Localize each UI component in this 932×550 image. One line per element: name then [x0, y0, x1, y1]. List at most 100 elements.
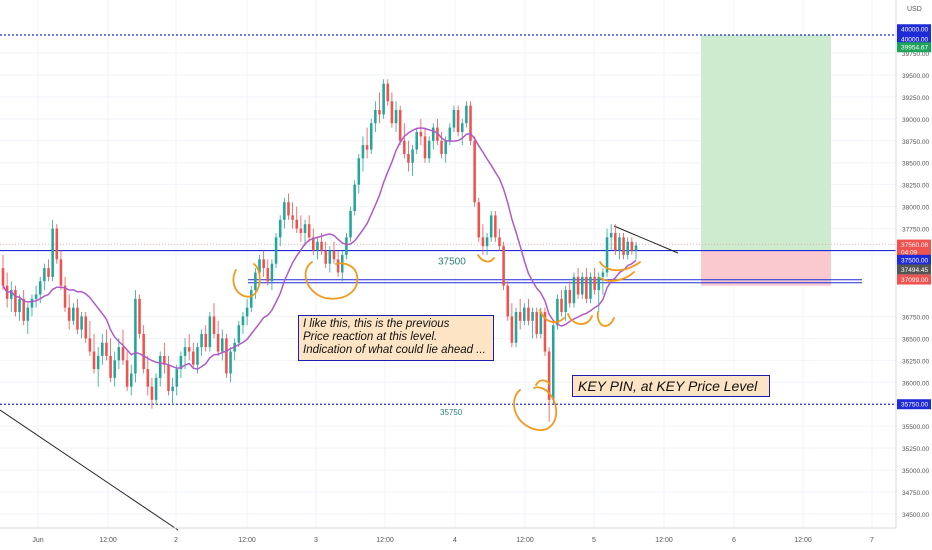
candle-body	[316, 241, 319, 251]
candle-body	[494, 215, 497, 238]
hand-drawn-circle	[596, 311, 615, 327]
candle-body	[192, 351, 195, 365]
candle-body	[473, 140, 476, 203]
candle-body	[440, 140, 443, 154]
time-tick-label: 12:00	[238, 537, 256, 544]
candle-body	[502, 246, 505, 286]
candle-body	[622, 237, 625, 255]
price-tick-label: 38500.00	[902, 161, 929, 168]
candle-body	[270, 263, 274, 282]
candle-body	[580, 276, 584, 295]
candle-body	[485, 237, 489, 247]
price-tag-bg	[897, 254, 931, 265]
candle-body	[266, 268, 270, 282]
candle-body	[390, 101, 394, 124]
price-tag-bg	[897, 274, 931, 285]
candle-body	[477, 202, 481, 238]
candle-body	[283, 202, 286, 220]
candle-body	[576, 276, 580, 295]
candle-body	[26, 307, 30, 321]
candle-body	[349, 211, 352, 238]
hand-drawn-circle	[513, 386, 558, 431]
candle-body	[187, 347, 191, 352]
candle-body	[51, 228, 54, 277]
candle-body	[436, 127, 439, 141]
candle-body	[551, 325, 555, 400]
price-tag-label: 37500.00	[901, 257, 928, 264]
price-tick-label: 39500.00	[902, 73, 929, 80]
candle-body	[229, 351, 232, 374]
candle-body	[523, 307, 526, 321]
moving-average	[2, 127, 637, 370]
candle-body	[597, 276, 601, 291]
position-zones	[701, 34, 831, 286]
note-line-1: I like this, this is the previous	[303, 318, 450, 330]
hand-drawn-circle	[539, 309, 565, 324]
candle-body	[465, 105, 468, 124]
price-tick-label: 35000.00	[902, 468, 929, 475]
price-tick-label: 38250.00	[902, 183, 929, 190]
candle-body	[469, 105, 472, 141]
candle-body	[403, 140, 406, 154]
candle-body	[163, 355, 166, 365]
candle-body	[109, 355, 112, 378]
candle-body	[527, 307, 530, 321]
candle-body	[398, 110, 402, 141]
time-tick-label: 4	[453, 537, 457, 544]
candle-body	[361, 145, 365, 159]
candle-body	[593, 276, 596, 291]
hand-drawn-circle	[477, 254, 495, 263]
time-axis[interactable]: Jun 12:00 2 12:00 3 12:00 4 12:00 5 12:00 6 12:00 7	[0, 527, 896, 544]
time-tick-label: 12:00	[794, 537, 812, 544]
trendline	[613, 225, 679, 254]
candle-body	[481, 237, 485, 247]
candle-body	[411, 149, 414, 163]
candle-body	[47, 268, 50, 277]
candle-body	[307, 224, 311, 238]
price-tick-label: 36250.00	[902, 358, 929, 365]
candle-body	[158, 355, 162, 378]
candle-body	[514, 312, 518, 343]
candle-body	[134, 298, 137, 374]
price-tick-label: 39750.00	[902, 51, 929, 58]
candle-body	[171, 386, 174, 392]
candle-body	[489, 215, 493, 238]
price-tag-label: 37494.45	[901, 267, 928, 274]
candle-body	[113, 360, 116, 378]
currency-label: USD	[907, 6, 922, 13]
price-axis[interactable]: 34500.00 34750.00 35000.00 35250.00 35500.00…	[895, 0, 932, 550]
candle-body	[63, 285, 67, 308]
candle-body	[43, 268, 46, 282]
candle-body	[146, 369, 150, 387]
time-tick-label: 3	[314, 537, 318, 544]
candle-body	[423, 136, 427, 159]
candle-body	[394, 110, 398, 124]
hand-drawn-circle	[599, 271, 635, 282]
candle-body	[585, 276, 588, 299]
candle-body	[22, 298, 25, 321]
candle-body	[365, 145, 369, 150]
candle-body	[142, 333, 145, 370]
candle-body	[630, 241, 634, 251]
candle-body	[129, 373, 133, 387]
candle-body	[204, 333, 208, 348]
candle-body	[220, 338, 224, 352]
candle-body	[415, 131, 419, 150]
candle-body	[460, 123, 464, 132]
candle-body	[564, 290, 567, 313]
candle-body	[324, 250, 327, 264]
candlestick-series	[1, 79, 638, 422]
candle-body	[96, 355, 100, 370]
candle-body	[357, 158, 361, 185]
candle-body	[510, 316, 514, 343]
candle-body	[179, 355, 183, 370]
candle-body	[67, 307, 71, 321]
candle-body	[208, 316, 212, 348]
candle-body	[547, 351, 551, 400]
time-tick-label: 12:00	[99, 537, 117, 544]
target-zone	[701, 34, 831, 251]
candle-body	[59, 259, 63, 286]
candle-body	[332, 250, 336, 260]
price-tag-bg	[897, 399, 931, 410]
